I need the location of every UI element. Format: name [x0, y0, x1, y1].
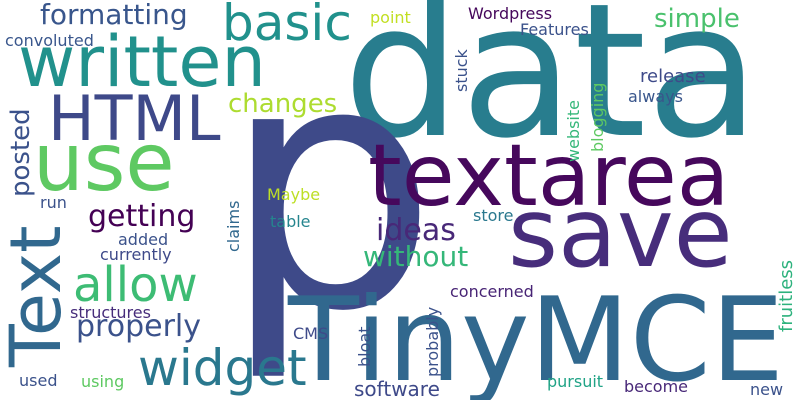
- word: always: [628, 87, 683, 106]
- word: textarea: [368, 126, 730, 226]
- word: save: [508, 177, 733, 289]
- word: bloat: [355, 327, 374, 367]
- word: Text: [0, 225, 77, 368]
- word: release: [640, 66, 706, 87]
- word: getting: [88, 199, 195, 234]
- word: stuck: [452, 48, 471, 92]
- word: claims: [224, 201, 243, 252]
- word: Wordpress: [468, 4, 552, 23]
- word: use: [33, 116, 175, 209]
- word: posted: [6, 108, 36, 197]
- word: website: [564, 100, 583, 162]
- word: pursuit: [547, 372, 603, 391]
- word: changes: [228, 89, 337, 119]
- word: convoluted: [5, 31, 94, 50]
- word: formatting: [40, 0, 188, 31]
- word: written: [18, 21, 266, 103]
- word: TinyMCE: [287, 273, 784, 400]
- word: widget: [138, 339, 307, 397]
- word: point: [370, 8, 411, 27]
- word: HTML: [48, 82, 221, 155]
- word: structures: [70, 303, 151, 322]
- word: probably: [423, 307, 442, 377]
- word: fruitless: [776, 260, 797, 332]
- word: Maybe: [267, 185, 320, 204]
- word: added: [118, 230, 168, 249]
- word: without: [363, 240, 468, 273]
- word: used: [19, 371, 57, 390]
- word: using: [81, 372, 124, 391]
- word: basic: [222, 0, 352, 52]
- word: Features: [520, 20, 589, 39]
- word: run: [40, 193, 67, 212]
- word: CMS: [293, 324, 328, 343]
- word: ideas: [376, 213, 456, 248]
- word: properly: [76, 309, 201, 344]
- word: p: [222, 0, 438, 386]
- word: store: [473, 206, 513, 225]
- word: currently: [100, 245, 172, 264]
- word: new: [750, 380, 783, 399]
- word: blogging: [588, 83, 607, 152]
- word: data: [343, 0, 760, 179]
- word: allow: [73, 257, 198, 313]
- word: software: [354, 377, 440, 400]
- word: become: [624, 377, 688, 396]
- word: table: [270, 212, 311, 231]
- word: simple: [654, 4, 740, 34]
- word: concerned: [450, 282, 534, 301]
